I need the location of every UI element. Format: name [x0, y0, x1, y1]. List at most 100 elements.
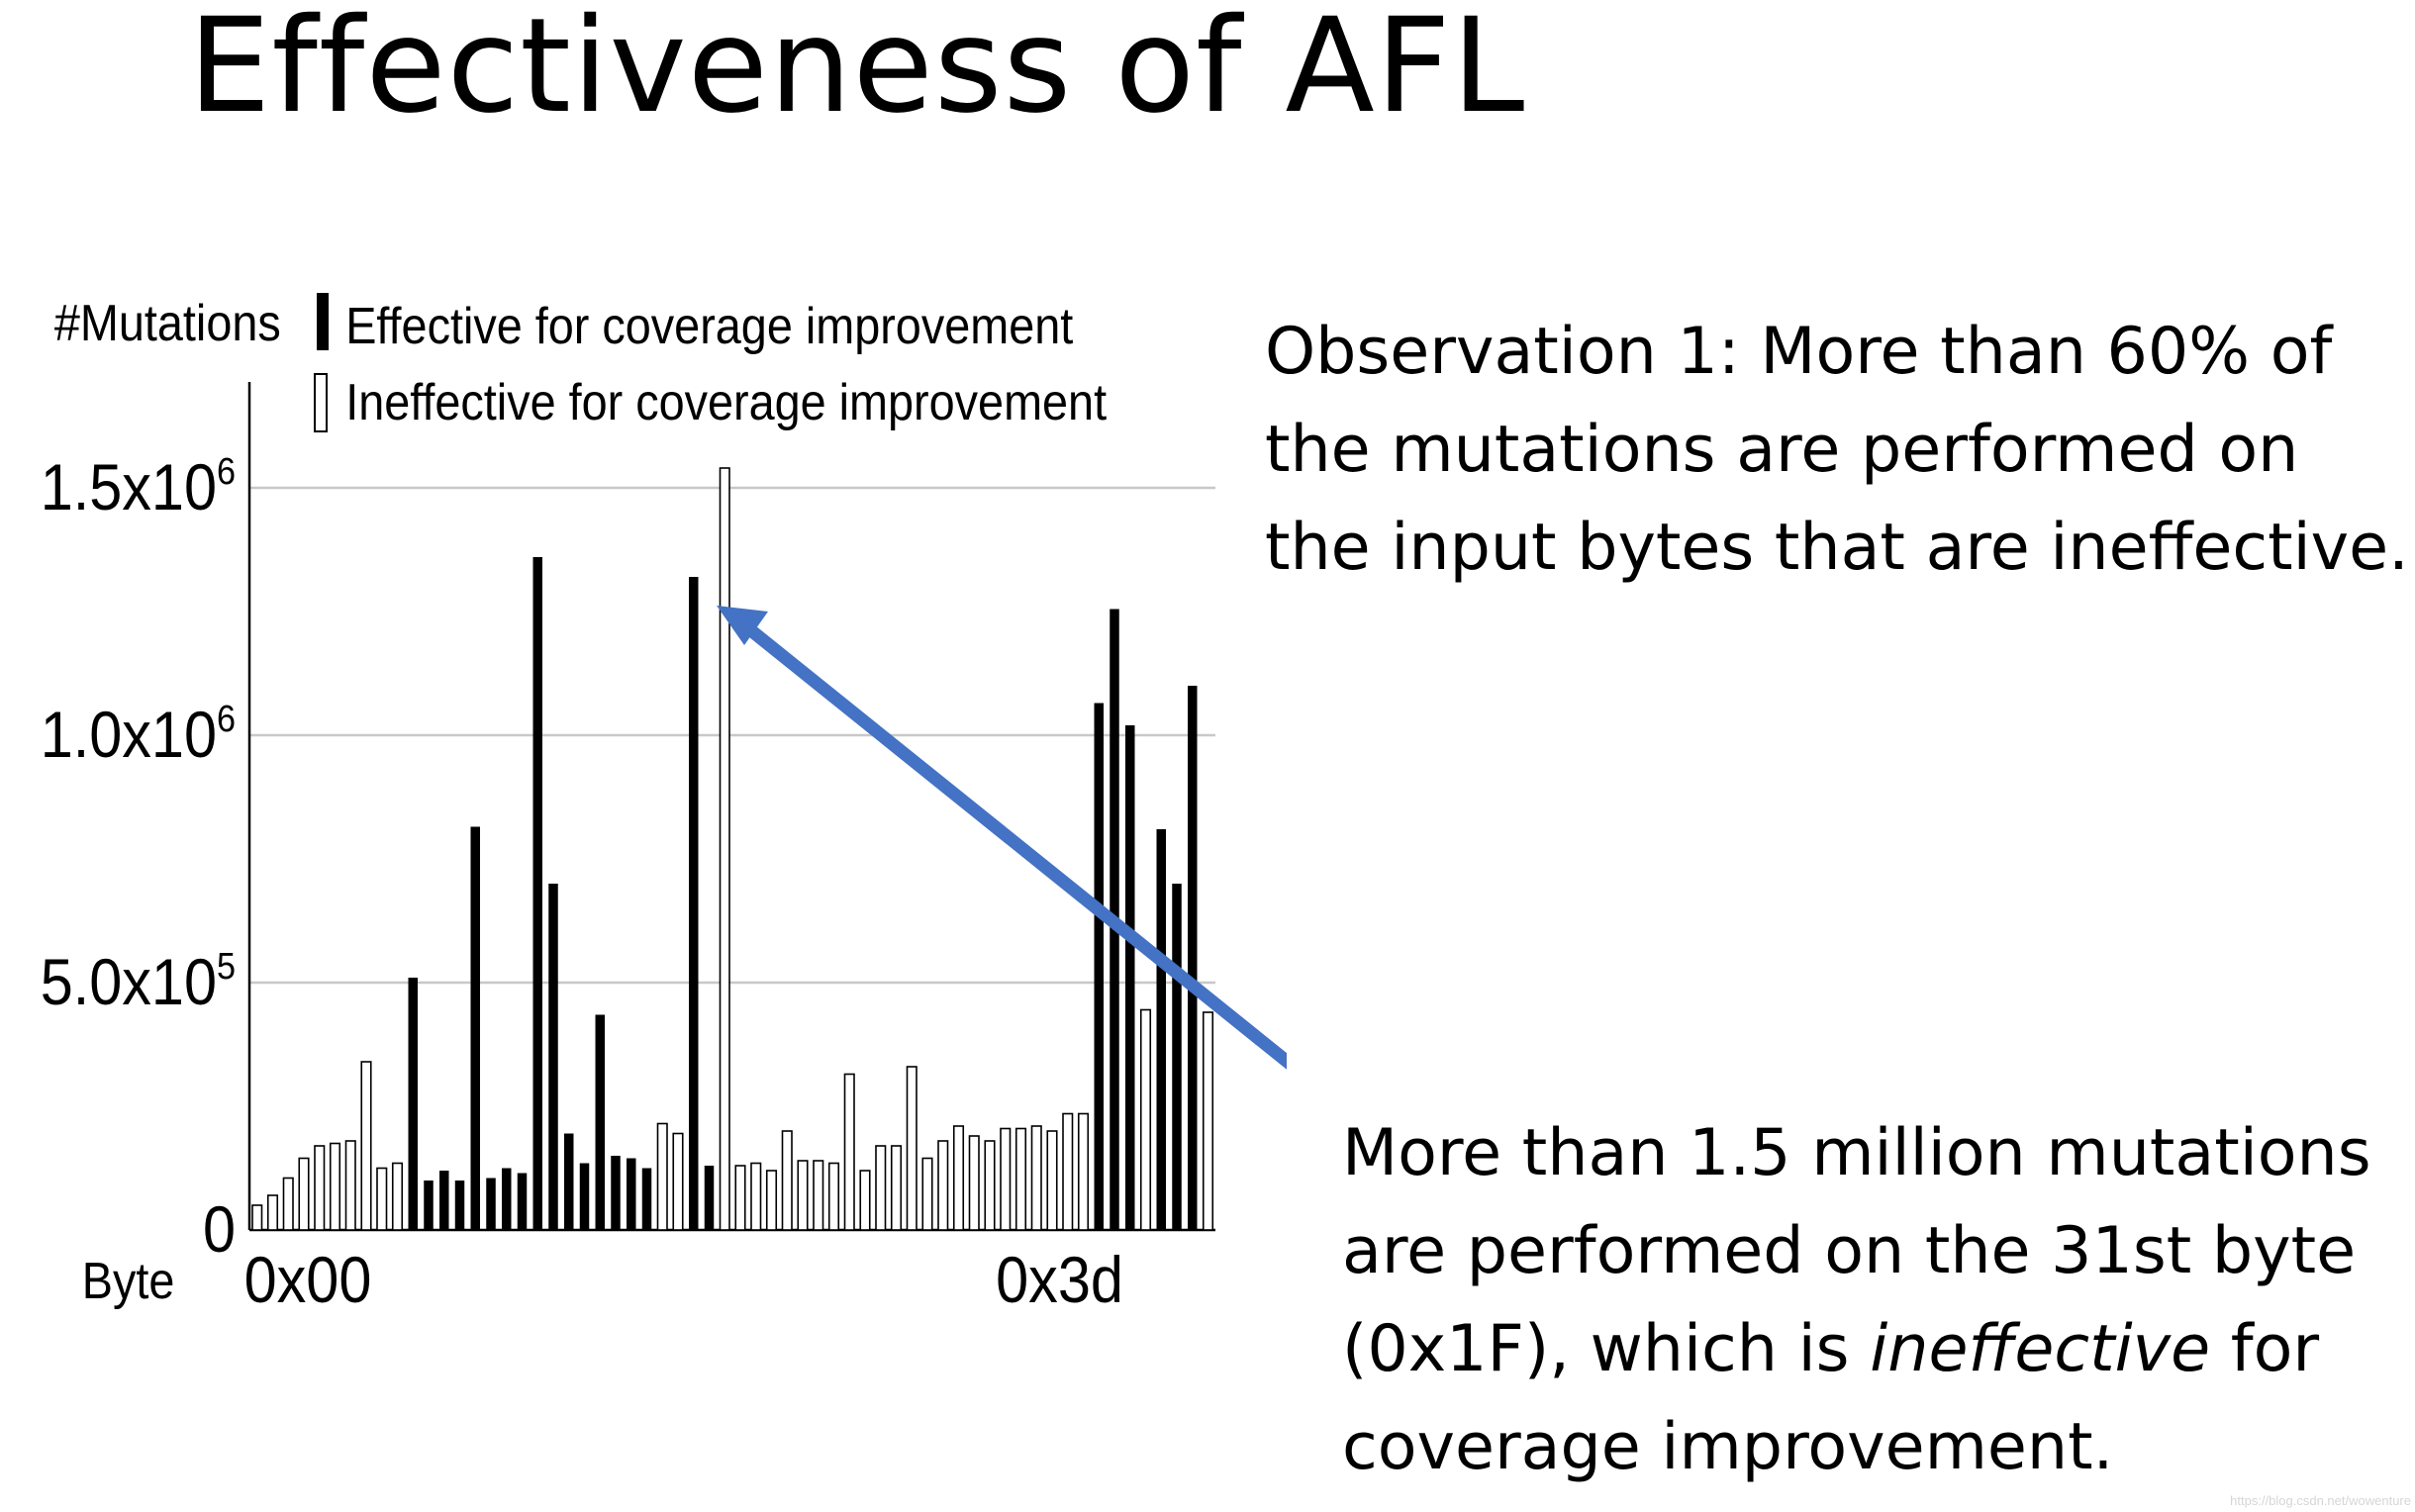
- bar-0x1d: [704, 1166, 715, 1230]
- bar-0x2c: [937, 1140, 949, 1231]
- bar-0x08: [376, 1167, 388, 1231]
- bar-0x1e: [719, 467, 730, 1231]
- observation-line-3: the input bytes that are ineffective.: [1265, 511, 2409, 585]
- bar-0x07: [360, 1061, 372, 1231]
- bar-0x11: [517, 1173, 528, 1230]
- bar-0x27: [859, 1170, 871, 1231]
- bar-0x09: [391, 1162, 404, 1231]
- bar-0x05: [329, 1142, 341, 1231]
- bar-0x20: [750, 1162, 762, 1231]
- bar-0x2a: [906, 1066, 918, 1231]
- bar-0x21: [765, 1170, 778, 1231]
- bar-0x2d: [952, 1125, 965, 1231]
- bar-0x15: [579, 1163, 590, 1230]
- legend-swatch-effective: [317, 293, 329, 350]
- bar-0x0c: [439, 1171, 449, 1230]
- x-tick-label-first: 0x00: [244, 1244, 372, 1317]
- bar-0x25: [827, 1162, 840, 1231]
- annotation-emphasis: ineffective: [1870, 1312, 2211, 1386]
- bar-0x0e: [470, 826, 480, 1230]
- legend-label-effective: Effective for coverage improvement: [345, 298, 1073, 355]
- bar-0x0f: [486, 1178, 496, 1230]
- bar-0x39: [1139, 1008, 1152, 1231]
- bar-0x38: [1125, 725, 1135, 1230]
- y-tick-label: 1.0x106: [41, 697, 236, 771]
- bar-0x1b: [672, 1132, 684, 1231]
- bar-0x34: [1062, 1112, 1074, 1231]
- y-tick-label-exponent: 6: [217, 697, 236, 739]
- y-axis-label: #Mutations: [54, 295, 281, 352]
- legend-swatch-ineffective: [314, 373, 328, 432]
- y-tick-label-base: 5.0x10: [41, 946, 217, 1019]
- y-tick-label-base: 0: [203, 1193, 236, 1267]
- bar-0x22: [781, 1130, 793, 1231]
- callout-arrow: [717, 606, 1287, 1070]
- bar-0x3d: [1202, 1011, 1214, 1231]
- bar-0x24: [813, 1160, 824, 1231]
- bar-0x2e: [968, 1135, 980, 1231]
- bar-0x19: [641, 1168, 652, 1230]
- x-axis-label: Byte: [82, 1253, 175, 1310]
- bar-0x16: [595, 1014, 605, 1230]
- bar-0x0a: [408, 978, 418, 1230]
- annotation-line-3-post: for: [2210, 1312, 2320, 1386]
- bar-0x18: [627, 1158, 636, 1230]
- bar-0x33: [1046, 1130, 1058, 1231]
- y-tick-label-exponent: 5: [217, 944, 236, 987]
- bar-0x06: [344, 1140, 356, 1231]
- bar-0x26: [843, 1073, 855, 1231]
- callout-arrow-shaft: [747, 625, 1287, 1070]
- y-tick-label: 0: [203, 1193, 236, 1267]
- bar-0x3b: [1172, 884, 1182, 1230]
- y-tick-label: 5.0x105: [41, 944, 236, 1018]
- bar-0x30: [1000, 1127, 1012, 1231]
- bar-0x3a: [1156, 829, 1166, 1230]
- bar-0x00: [251, 1204, 263, 1231]
- slide-title: Effectiveness of AFL: [188, 0, 1526, 142]
- bar-0x01: [266, 1194, 279, 1231]
- annotation-line-4: coverage improvement.: [1342, 1410, 2114, 1484]
- annotation-line-3: (0x1F), which is ineffective for: [1342, 1300, 2371, 1398]
- bar-0x36: [1094, 703, 1104, 1230]
- bar-0x23: [797, 1160, 809, 1231]
- annotation-line-3-pre: (0x1F), which is: [1342, 1312, 1871, 1386]
- bar-0x0b: [424, 1181, 434, 1230]
- bar-0x02: [282, 1177, 294, 1231]
- bar-0x1c: [689, 577, 699, 1230]
- y-tick-label-exponent: 6: [217, 449, 236, 492]
- bar-0x12: [532, 557, 542, 1230]
- y-tick-label: 1.5x106: [41, 449, 236, 523]
- callout-arrow-head: [717, 606, 768, 645]
- bar-0x14: [564, 1133, 574, 1230]
- x-tick-label-last: 0x3d: [996, 1244, 1123, 1317]
- bar-0x04: [314, 1145, 326, 1231]
- bar-0x29: [890, 1145, 903, 1231]
- annotation-line-1: More than 1.5 million mutations: [1342, 1116, 2371, 1190]
- legend-label-ineffective: Ineffective for coverage improvement: [345, 374, 1107, 431]
- bar-0x31: [1014, 1127, 1027, 1231]
- bar-0x2f: [984, 1140, 996, 1231]
- chart-gridlines: [249, 486, 1215, 985]
- bar-0x1f: [734, 1165, 746, 1231]
- watermark: https://blog.csdn.net/wowenture: [2230, 1493, 2411, 1508]
- bar-0x1a: [656, 1122, 668, 1231]
- y-tick-label-base: 1.0x10: [41, 699, 217, 772]
- bar-0x17: [611, 1156, 621, 1230]
- chart-bars: [251, 467, 1214, 1231]
- bar-0x03: [298, 1157, 310, 1231]
- bar-0x0d: [454, 1181, 465, 1230]
- annotation-line-2: are performed on the 31st byte: [1342, 1214, 2357, 1288]
- annotation-text: More than 1.5 million mutations are perf…: [1342, 1104, 2371, 1496]
- y-tick-label-base: 1.5x10: [41, 451, 217, 524]
- observation-line-1: Observation 1: More than 60% of: [1265, 315, 2333, 389]
- chart-legend: Effective for coverage improvement Ineff…: [314, 293, 1107, 432]
- bar-0x2b: [921, 1157, 933, 1231]
- bar-0x28: [875, 1145, 887, 1231]
- observation-line-2: the mutations are performed on: [1265, 413, 2299, 487]
- bar-0x10: [502, 1168, 512, 1230]
- bar-0x13: [548, 884, 558, 1230]
- bar-0x32: [1030, 1125, 1042, 1231]
- bar-0x3c: [1188, 686, 1198, 1230]
